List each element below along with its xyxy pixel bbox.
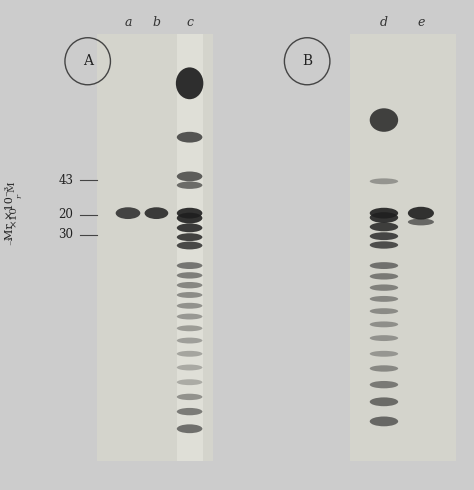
Text: 43: 43 [58,174,73,187]
Text: e: e [417,16,425,28]
Ellipse shape [370,335,398,341]
Ellipse shape [177,132,202,143]
Ellipse shape [177,181,202,189]
Ellipse shape [370,208,398,219]
Ellipse shape [177,379,202,385]
Ellipse shape [177,303,202,309]
Text: ⁻³: ⁻³ [9,235,18,245]
Ellipse shape [370,321,398,327]
Ellipse shape [177,223,202,232]
Ellipse shape [370,232,398,240]
Text: c: c [186,16,193,28]
Text: b: b [153,16,160,28]
Ellipse shape [177,365,202,370]
Ellipse shape [176,67,203,99]
Text: ×10: ×10 [9,205,18,226]
Text: B: B [302,54,312,68]
Text: d: d [380,16,388,28]
Text: a: a [124,16,132,28]
Ellipse shape [177,172,202,181]
Ellipse shape [370,381,398,388]
Ellipse shape [408,207,434,220]
Bar [350,34,456,461]
Ellipse shape [408,219,434,225]
Ellipse shape [370,366,398,371]
Ellipse shape [177,233,202,241]
Ellipse shape [177,292,202,298]
Text: 20: 20 [59,208,73,221]
Ellipse shape [177,314,202,319]
Ellipse shape [145,207,168,219]
Ellipse shape [177,213,202,223]
Ellipse shape [370,108,398,132]
Ellipse shape [370,284,398,291]
Ellipse shape [370,212,398,223]
Ellipse shape [370,241,398,249]
Ellipse shape [116,207,140,219]
Ellipse shape [370,308,398,314]
Ellipse shape [177,282,202,288]
Bar [97,34,213,461]
Ellipse shape [177,351,202,357]
Text: Mr ×10⁻³: Mr ×10⁻³ [5,186,16,240]
Ellipse shape [370,416,398,426]
Ellipse shape [370,273,398,279]
Ellipse shape [370,351,398,357]
Text: A: A [82,54,93,68]
Ellipse shape [177,424,202,433]
Ellipse shape [177,208,202,219]
Bar [177,34,203,461]
Ellipse shape [177,242,202,249]
Ellipse shape [177,408,202,416]
Ellipse shape [370,262,398,269]
Ellipse shape [177,262,202,269]
Ellipse shape [370,178,398,184]
Ellipse shape [177,272,202,278]
Text: 30: 30 [58,228,73,241]
Ellipse shape [370,222,398,231]
Ellipse shape [370,397,398,406]
Ellipse shape [177,338,202,343]
Ellipse shape [177,325,202,331]
Ellipse shape [370,296,398,302]
Text: r: r [15,194,23,198]
Ellipse shape [177,394,202,400]
Text: M: M [8,181,16,192]
